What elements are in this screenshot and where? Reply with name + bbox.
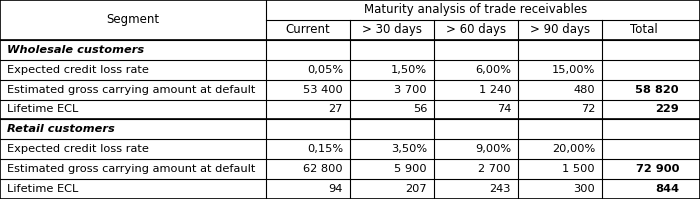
Text: Lifetime ECL: Lifetime ECL [7,184,78,194]
Text: Segment: Segment [106,13,160,26]
Text: Expected credit loss rate: Expected credit loss rate [7,144,149,154]
Text: 0,05%: 0,05% [307,65,343,75]
Text: Estimated gross carrying amount at default: Estimated gross carrying amount at defau… [7,85,256,95]
Text: 229: 229 [655,104,679,114]
Text: 3 700: 3 700 [394,85,427,95]
Text: 56: 56 [412,104,427,114]
Text: Maturity analysis of trade receivables: Maturity analysis of trade receivables [365,3,587,17]
Text: 1 240: 1 240 [479,85,511,95]
Text: 74: 74 [496,104,511,114]
Text: 62 800: 62 800 [303,164,343,174]
Text: 53 400: 53 400 [303,85,343,95]
Text: 9,00%: 9,00% [475,144,511,154]
Text: 1 500: 1 500 [562,164,595,174]
Text: 72: 72 [580,104,595,114]
Text: 1,50%: 1,50% [391,65,427,75]
Text: Current: Current [286,23,330,36]
Text: Total: Total [630,23,658,36]
Text: 94: 94 [328,184,343,194]
Text: > 30 days: > 30 days [362,23,422,36]
Text: 243: 243 [489,184,511,194]
Text: > 90 days: > 90 days [530,23,590,36]
Text: 207: 207 [405,184,427,194]
Text: 6,00%: 6,00% [475,65,511,75]
Text: 3,50%: 3,50% [391,144,427,154]
Text: Lifetime ECL: Lifetime ECL [7,104,78,114]
Text: > 60 days: > 60 days [446,23,506,36]
Text: 5 900: 5 900 [394,164,427,174]
Text: 72 900: 72 900 [636,164,679,174]
Text: 2 700: 2 700 [479,164,511,174]
Text: 300: 300 [573,184,595,194]
Text: Retail customers: Retail customers [7,124,115,134]
Text: 27: 27 [328,104,343,114]
Text: Wholesale customers: Wholesale customers [7,45,144,55]
Text: 20,00%: 20,00% [552,144,595,154]
Text: 844: 844 [655,184,679,194]
Text: 58 820: 58 820 [636,85,679,95]
Text: Expected credit loss rate: Expected credit loss rate [7,65,149,75]
Text: 0,15%: 0,15% [307,144,343,154]
Text: Estimated gross carrying amount at default: Estimated gross carrying amount at defau… [7,164,256,174]
Text: 15,00%: 15,00% [552,65,595,75]
Text: 480: 480 [573,85,595,95]
